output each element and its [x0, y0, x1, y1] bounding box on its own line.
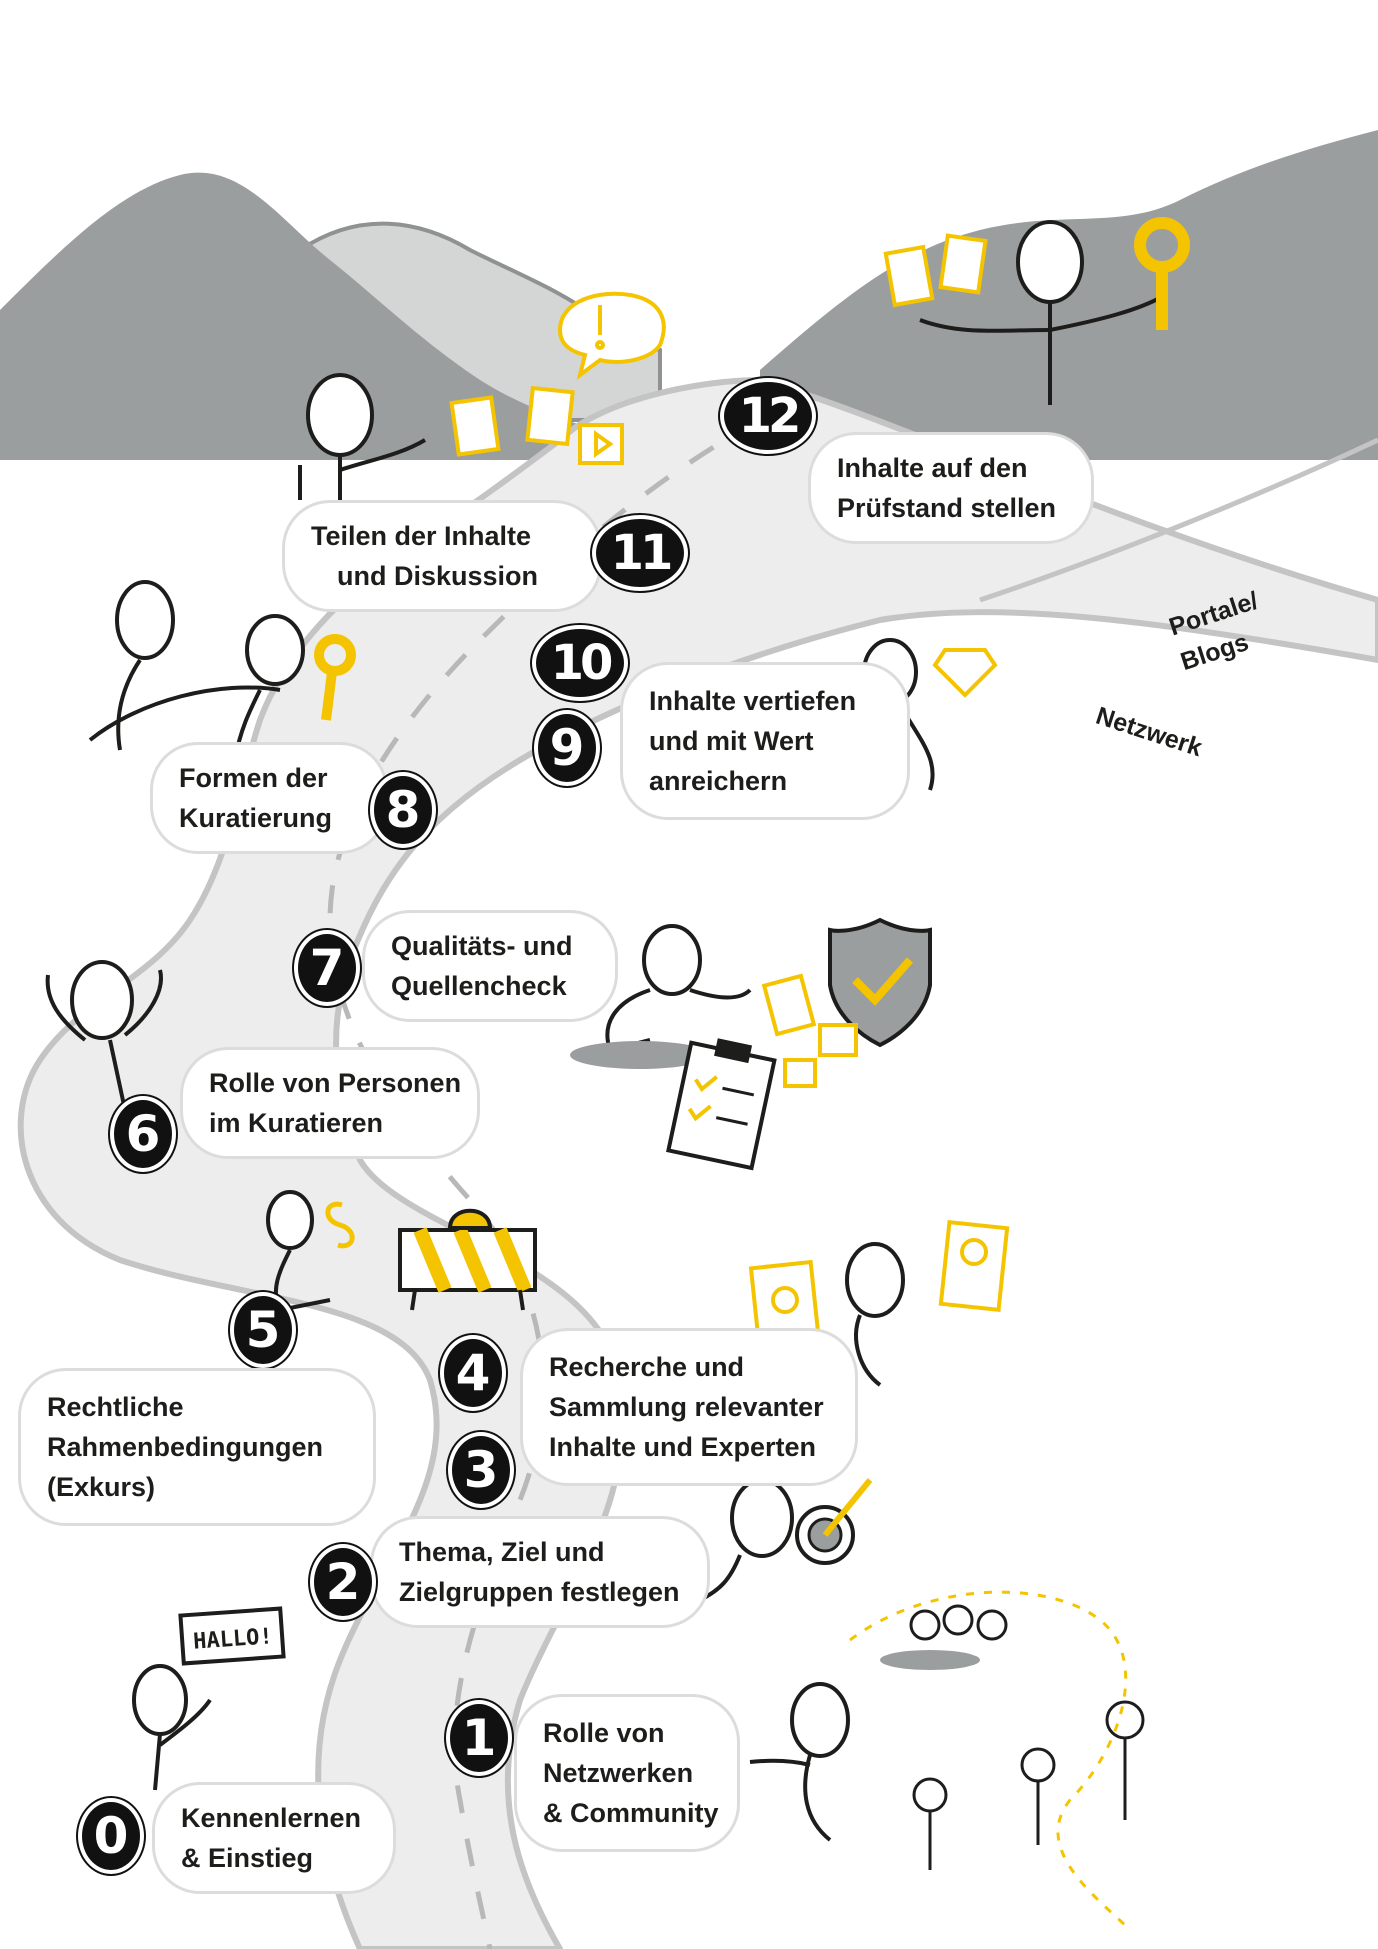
figure-sharer	[298, 373, 427, 520]
step-9-bubble: Inhalte vertiefen und mit Wert anreicher…	[620, 662, 910, 820]
shield-check-icon	[828, 917, 932, 1048]
step-4-line3: Inhalte und Experten	[549, 1432, 817, 1462]
step-6-bubble: Rolle von Personen im Kuratieren	[180, 1047, 480, 1159]
step-5-line2: Rahmenbedingungen	[47, 1432, 323, 1462]
step-11-bubble: Teilen der Inhalte und Diskussion	[282, 500, 602, 612]
step-3-badge: 3	[448, 1432, 514, 1508]
step-8-line2: Kuratierung	[179, 803, 333, 833]
step-7-line2: Quellencheck	[391, 971, 567, 1001]
mountain-left-dark	[0, 172, 600, 460]
step-1-line2: Netzwerken	[543, 1758, 694, 1788]
figure-networker	[749, 1682, 850, 1842]
documents-icon-top	[883, 233, 988, 308]
paragraph-icon	[325, 1201, 355, 1249]
step-5-line3: (Exkurs)	[47, 1472, 156, 1502]
magnifier-icon-small	[314, 634, 356, 721]
step-5-bubble: Rechtliche Rahmenbedingungen (Exkurs)	[18, 1368, 376, 1526]
speech-bubble-exclaim-icon	[557, 291, 666, 380]
step-0-badge: 0	[78, 1798, 144, 1874]
step-2-bubble: Thema, Ziel und Zielgruppen festlegen	[370, 1516, 710, 1628]
step-6-line2: im Kuratieren	[209, 1108, 384, 1138]
step-7-badge: 7	[294, 930, 360, 1006]
roadblock-icon	[398, 1208, 537, 1311]
step-1-bubble: Rolle von Netzwerken & Community	[514, 1694, 740, 1852]
hallo-sign-board	[178, 1606, 286, 1666]
step-4-line2: Sammlung relevanter	[549, 1392, 824, 1422]
figure-researcher	[845, 1242, 905, 1387]
media-icons-11	[449, 385, 624, 465]
network-dotted-line	[849, 1590, 1132, 1932]
step-1-line1: Rolle von	[543, 1718, 665, 1748]
step-12-line1: Inhalte auf den	[837, 453, 1028, 483]
step-8-bubble: Formen der Kuratierung	[150, 742, 388, 854]
step-8-line1: Formen der	[179, 763, 328, 793]
step-4-bubble: Recherche und Sammlung relevanter Inhalt…	[520, 1328, 858, 1486]
diamond-icon	[932, 648, 998, 698]
step-6-line1: Rolle von Personen	[209, 1068, 462, 1098]
step-4-badge: 4	[440, 1335, 506, 1411]
target-icon	[795, 1478, 873, 1565]
figure-cheering	[45, 960, 163, 1111]
step-7-bubble: Qualitäts- und Quellencheck	[362, 910, 618, 1022]
magnifier-icon	[1134, 217, 1190, 330]
figure-target	[699, 1478, 794, 1602]
figure-greeter	[132, 1664, 212, 1791]
step-9-line2: und mit Wert	[649, 726, 814, 756]
step-5-badge: 5	[230, 1292, 296, 1368]
step-0-line1: Kennenlernen	[181, 1803, 362, 1833]
step-12-bubble: Inhalte auf den Prüfstand stellen	[808, 432, 1094, 544]
step-0-line2: & Einstieg	[181, 1843, 314, 1873]
hallo-sign-text: HALLO!	[192, 1624, 273, 1654]
step-7-line1: Qualitäts- und	[391, 931, 573, 961]
step-11-line1: Teilen der Inhalte	[311, 521, 532, 551]
step-6-badge: 6	[110, 1096, 176, 1172]
step-5-line1: Rechtliche	[47, 1392, 184, 1422]
step-12-line2: Prüfstand stellen	[837, 493, 1057, 523]
step-9-line3: anreichern	[649, 766, 788, 796]
step-0-bubble: Kennenlernen & Einstieg	[152, 1782, 396, 1894]
step-1-line3: & Community	[543, 1798, 719, 1828]
expert-portraits-icon	[748, 1219, 1010, 1351]
step-2-line1: Thema, Ziel und	[399, 1537, 605, 1567]
step-8-badge: 8	[370, 772, 436, 848]
step-9-line1: Inhalte vertiefen	[649, 686, 857, 716]
step-1-badge: 1	[446, 1700, 512, 1776]
figure-shadow	[570, 1041, 710, 1069]
step-12-badge: 12	[720, 378, 816, 454]
clipboard-checklist-icon	[666, 1038, 777, 1171]
road-branch-portale	[979, 437, 1378, 603]
step-2-line2: Zielgruppen festlegen	[399, 1577, 680, 1607]
step-9-badge: 9	[534, 710, 600, 786]
figures-curation-forms	[88, 580, 305, 761]
step-11-badge: 11	[592, 515, 688, 591]
documents-icon-7	[761, 973, 858, 1088]
community-figures-icon	[880, 1604, 1145, 1870]
step-11-line2: und Diskussion	[337, 561, 539, 591]
step-2-badge: 2	[310, 1544, 376, 1620]
figure-quality-checker	[605, 924, 752, 1053]
step-4-line1: Recherche und	[549, 1352, 745, 1382]
step-10-badge: 10	[532, 625, 628, 701]
